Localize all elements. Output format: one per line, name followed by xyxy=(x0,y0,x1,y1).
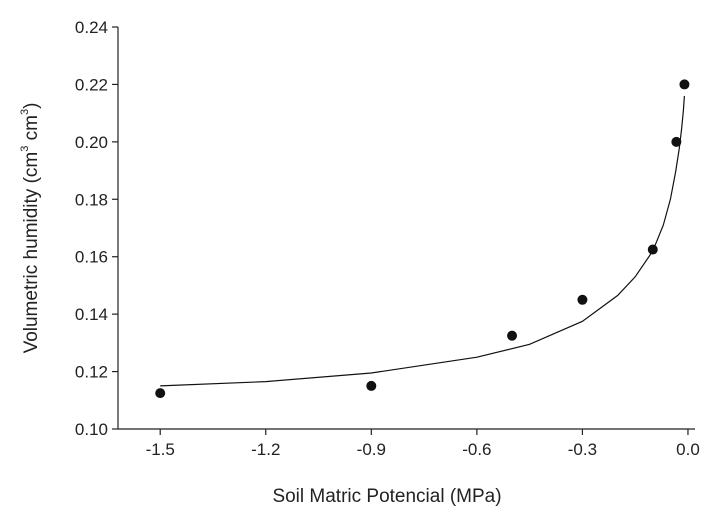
data-point xyxy=(679,79,690,90)
y-tick-label: 0.24 xyxy=(75,18,108,37)
x-tick-label: -0.3 xyxy=(568,440,597,459)
y-axis-label: Volumetric humidity (cm3 cm3) xyxy=(19,103,42,354)
y-tick-label: 0.14 xyxy=(75,305,108,324)
data-point xyxy=(155,388,166,399)
plot-area xyxy=(155,79,690,399)
x-tick-label: -1.2 xyxy=(251,440,280,459)
y-axis-label-end: ) xyxy=(21,103,42,109)
y-tick-label: 0.18 xyxy=(75,190,108,209)
x-tick-label: -0.6 xyxy=(462,440,491,459)
y-ticks: 0.10 0.12 0.14 0.16 0.18 0.20 0.22 0.24 xyxy=(75,18,118,439)
x-tick-label: 0.0 xyxy=(676,440,700,459)
data-point xyxy=(366,380,377,391)
y-axis: 0.10 0.12 0.14 0.16 0.18 0.20 0.22 0.24 xyxy=(75,18,119,439)
y-tick-label: 0.10 xyxy=(75,420,108,439)
data-point xyxy=(507,330,518,341)
y-axis-label-superscript: 3 xyxy=(19,146,31,152)
x-tick-label: -1.5 xyxy=(146,440,175,459)
x-axis-label: Soil Matric Potencial (MPa) xyxy=(272,486,501,507)
y-tick-label: 0.22 xyxy=(75,75,108,94)
data-point xyxy=(577,294,588,305)
y-axis-label-middle: cm xyxy=(21,115,42,146)
x-tick-label: -0.9 xyxy=(357,440,386,459)
x-axis: -1.5 -1.2 -0.9 -0.6 -0.3 0.0 xyxy=(118,428,700,459)
x-ticks: -1.5 -1.2 -0.9 -0.6 -0.3 0.0 xyxy=(146,429,700,459)
fitted-curve xyxy=(160,95,685,387)
data-point xyxy=(647,244,658,255)
y-axis-label-main: Volumetric humidity (cm xyxy=(21,152,42,354)
y-tick-label: 0.20 xyxy=(75,133,108,152)
y-axis-label-superscript: 3 xyxy=(19,109,31,115)
data-point xyxy=(671,136,682,147)
y-tick-label: 0.12 xyxy=(75,363,108,382)
y-tick-label: 0.16 xyxy=(75,248,108,267)
